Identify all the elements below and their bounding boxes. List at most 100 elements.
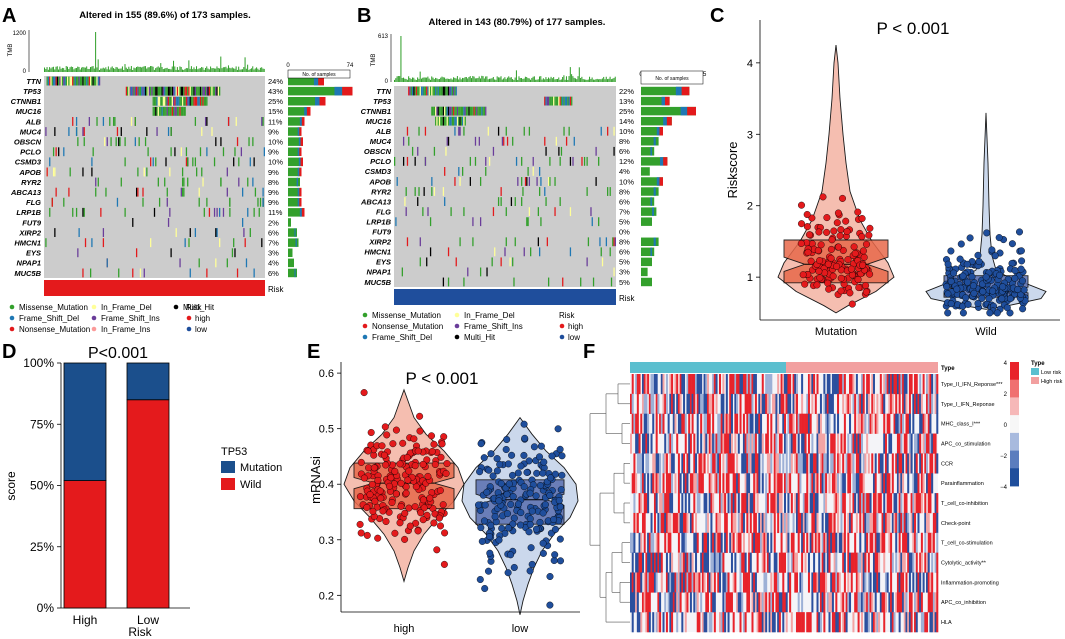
tmb-bar bbox=[598, 79, 600, 82]
heatmap-cell bbox=[915, 552, 918, 573]
tmb-bar bbox=[96, 67, 98, 72]
heatmap-cell bbox=[819, 413, 822, 434]
tmb-bar bbox=[211, 68, 213, 72]
mutation-cell bbox=[442, 86, 445, 96]
heatmap-cell bbox=[734, 473, 737, 494]
heatmap-cell bbox=[794, 393, 797, 414]
heatmap-cell bbox=[785, 592, 788, 613]
point-Wild bbox=[964, 300, 972, 308]
panel-b-gene-labels: TTNTP53CTNNB1MUC16ALBMUC4OBSCNPCLOCSMD3A… bbox=[360, 87, 392, 287]
heatmap-cell bbox=[636, 512, 639, 534]
mutation-cell bbox=[544, 96, 546, 106]
point-low bbox=[496, 460, 504, 468]
percent-label-TP53: 43% bbox=[268, 87, 283, 96]
point-high bbox=[360, 389, 368, 397]
mutation-cell bbox=[455, 116, 457, 126]
tmb-bar bbox=[58, 69, 60, 72]
heatmap-cell bbox=[931, 552, 934, 573]
heatmap-cell bbox=[780, 493, 783, 514]
tmb-bar bbox=[229, 67, 231, 72]
heatmap-cell bbox=[867, 612, 870, 633]
percent-label-MUC5B: 6% bbox=[268, 269, 279, 278]
mutation-cell bbox=[598, 217, 600, 227]
heatmap-cell bbox=[736, 532, 739, 553]
heatmap-cell bbox=[886, 473, 889, 494]
sample-count-bar-HMCN1 bbox=[641, 247, 655, 257]
heatmap-cell bbox=[862, 572, 865, 593]
y-tick-label: 75% bbox=[30, 417, 54, 431]
mutation-cell bbox=[153, 106, 156, 116]
heatmap-cell bbox=[782, 592, 785, 613]
heatmap-cell bbox=[707, 592, 710, 613]
heatmap-cell bbox=[890, 572, 893, 593]
mutation-cell bbox=[547, 96, 550, 106]
heatmap-cell bbox=[857, 493, 860, 514]
heatmap-cell bbox=[652, 612, 655, 633]
tmb-bar bbox=[495, 79, 497, 82]
heatmap-cell bbox=[785, 532, 788, 553]
heatmap-cell bbox=[821, 572, 824, 593]
mutation-cell bbox=[181, 96, 184, 106]
mutation-cell bbox=[185, 147, 188, 157]
heatmap-cell bbox=[778, 592, 781, 613]
panel-a-tmb-zero: 0 bbox=[23, 69, 27, 75]
mutation-cell bbox=[544, 136, 546, 146]
heatmap-cell bbox=[806, 612, 809, 633]
mutation-cell bbox=[446, 136, 448, 146]
heatmap-cell bbox=[809, 453, 812, 474]
tmb-bar bbox=[106, 69, 108, 72]
point-high bbox=[397, 479, 405, 487]
heatmap-cell bbox=[751, 393, 754, 414]
heatmap-cell bbox=[717, 552, 720, 573]
point-low bbox=[510, 564, 518, 572]
tmb-bar bbox=[505, 79, 507, 82]
mutation-cell bbox=[454, 106, 456, 116]
heatmap-cell bbox=[684, 512, 687, 534]
heatmap-cell bbox=[679, 592, 682, 613]
percent-label-EYS: 3% bbox=[268, 249, 279, 258]
mutation-cell bbox=[440, 116, 442, 126]
mutation-cell bbox=[458, 116, 460, 126]
mutation-cell bbox=[229, 207, 231, 217]
heatmap-cell bbox=[847, 552, 850, 573]
tmb-bar bbox=[405, 78, 407, 82]
heatmap-cell bbox=[761, 612, 764, 633]
point-Mutation bbox=[828, 236, 836, 244]
heatmap-cell bbox=[833, 532, 836, 553]
mutation-cell bbox=[455, 106, 457, 116]
heatmap-cell bbox=[742, 532, 745, 553]
panel-a-percent-labels: 24%43%25%15%11%9%10%9%10%9%8%9%9%11%2%6%… bbox=[268, 77, 283, 278]
mutation-cell bbox=[411, 86, 414, 96]
panel-b-bar-axis-label: No. of samples bbox=[655, 76, 689, 82]
heatmap-cell bbox=[643, 532, 646, 553]
panel-f-legend-title: Type bbox=[1031, 361, 1045, 367]
tmb-bar bbox=[164, 68, 166, 72]
heatmap-cell bbox=[835, 612, 838, 633]
legend-swatch-In_Frame_Del bbox=[454, 312, 460, 318]
heatmap-cell bbox=[905, 532, 908, 553]
heatmap-cell bbox=[669, 552, 672, 573]
point-high bbox=[401, 509, 409, 517]
mutation-cell bbox=[607, 126, 609, 136]
mutation-cell bbox=[165, 106, 167, 116]
mutation-cell bbox=[233, 238, 235, 248]
panel-letter-f: F bbox=[583, 341, 595, 363]
heatmap-cell bbox=[861, 473, 864, 494]
heatmap-cell bbox=[635, 413, 638, 434]
mutation-cell bbox=[170, 147, 172, 157]
tmb-bar bbox=[469, 76, 471, 82]
heatmap-cell bbox=[739, 592, 742, 613]
heatmap-cell bbox=[708, 493, 711, 514]
mutation-cell bbox=[89, 268, 92, 278]
heatmap-cell bbox=[684, 493, 687, 514]
heatmap-cell bbox=[917, 592, 920, 613]
heatmap-cell bbox=[667, 592, 670, 613]
mutation-cell bbox=[202, 86, 204, 96]
heatmap-cell bbox=[872, 473, 875, 494]
heatmap-cell bbox=[724, 512, 727, 534]
point-Wild bbox=[953, 285, 961, 293]
heatmap-cell bbox=[641, 512, 644, 534]
heatmap-cell bbox=[691, 512, 694, 534]
mutation-cell bbox=[613, 267, 615, 277]
heatmap-cell bbox=[855, 572, 858, 593]
